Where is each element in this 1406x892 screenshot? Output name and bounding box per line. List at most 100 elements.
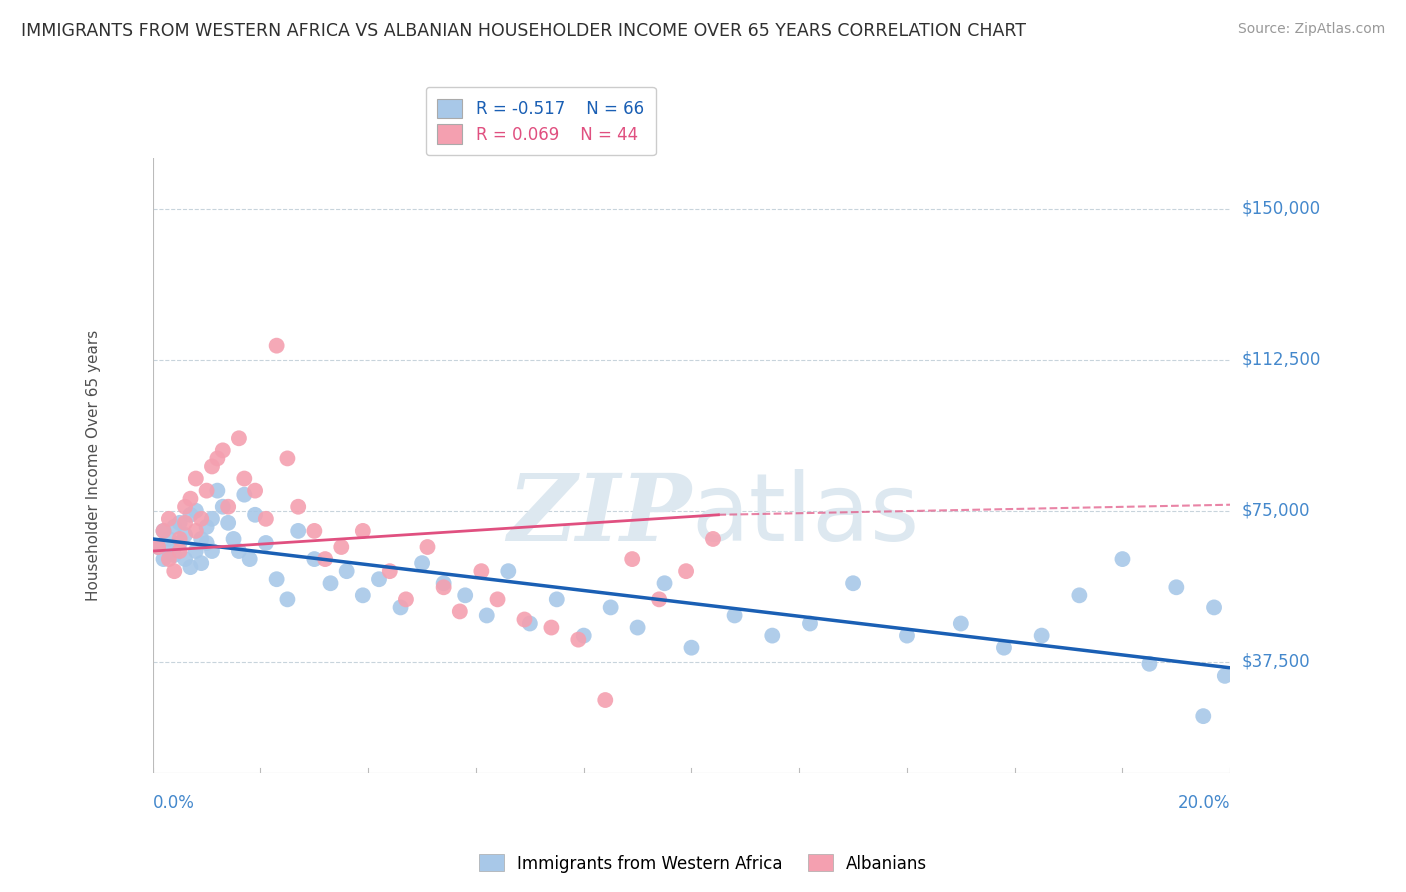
Point bbox=[389, 600, 412, 615]
Point bbox=[761, 629, 783, 643]
Point bbox=[157, 544, 180, 558]
Point bbox=[266, 339, 288, 353]
Point bbox=[184, 504, 207, 518]
Point bbox=[169, 516, 191, 530]
Point bbox=[1031, 629, 1053, 643]
Legend: R = -0.517    N = 66, R = 0.069    N = 44: R = -0.517 N = 66, R = 0.069 N = 44 bbox=[426, 87, 655, 155]
Point bbox=[799, 616, 821, 631]
Point bbox=[157, 512, 180, 526]
Point bbox=[395, 592, 418, 607]
Point bbox=[654, 576, 676, 591]
Point bbox=[1069, 588, 1091, 602]
Point bbox=[842, 576, 865, 591]
Point bbox=[1137, 657, 1160, 671]
Text: IMMIGRANTS FROM WESTERN AFRICA VS ALBANIAN HOUSEHOLDER INCOME OVER 65 YEARS CORR: IMMIGRANTS FROM WESTERN AFRICA VS ALBANI… bbox=[21, 22, 1026, 40]
Point bbox=[681, 640, 703, 655]
Point bbox=[368, 572, 391, 586]
Point bbox=[336, 564, 359, 578]
Point bbox=[266, 572, 288, 586]
Point bbox=[702, 532, 724, 546]
Point bbox=[174, 500, 197, 514]
Point bbox=[993, 640, 1015, 655]
Point bbox=[599, 600, 621, 615]
Text: $112,500: $112,500 bbox=[1241, 351, 1320, 368]
Point bbox=[287, 500, 309, 514]
Point bbox=[1166, 580, 1188, 594]
Point bbox=[593, 693, 616, 707]
Point bbox=[195, 520, 218, 534]
Point bbox=[411, 556, 433, 570]
Point bbox=[217, 500, 239, 514]
Text: atlas: atlas bbox=[692, 468, 920, 560]
Point bbox=[211, 443, 233, 458]
Point bbox=[454, 588, 477, 602]
Text: $75,000: $75,000 bbox=[1241, 502, 1310, 520]
Point bbox=[276, 592, 298, 607]
Text: $150,000: $150,000 bbox=[1241, 200, 1320, 218]
Point bbox=[540, 621, 562, 635]
Point bbox=[179, 560, 201, 574]
Point bbox=[190, 556, 212, 570]
Point bbox=[169, 544, 191, 558]
Point bbox=[352, 588, 374, 602]
Point bbox=[513, 612, 536, 626]
Point bbox=[648, 592, 671, 607]
Text: Source: ZipAtlas.com: Source: ZipAtlas.com bbox=[1237, 22, 1385, 37]
Point bbox=[184, 524, 207, 538]
Point bbox=[621, 552, 644, 566]
Point bbox=[352, 524, 374, 538]
Point bbox=[1202, 600, 1225, 615]
Point bbox=[201, 512, 224, 526]
Text: ZIP: ZIP bbox=[508, 469, 692, 559]
Point bbox=[228, 431, 250, 445]
Point bbox=[169, 532, 191, 546]
Point bbox=[239, 552, 262, 566]
Point bbox=[304, 552, 326, 566]
Point bbox=[228, 544, 250, 558]
Point bbox=[433, 576, 456, 591]
Point bbox=[233, 488, 256, 502]
Point bbox=[179, 508, 201, 522]
Point bbox=[626, 621, 648, 635]
Point bbox=[1111, 552, 1133, 566]
Point bbox=[152, 524, 174, 538]
Point bbox=[470, 564, 492, 578]
Point bbox=[896, 629, 918, 643]
Point bbox=[174, 516, 197, 530]
Point bbox=[319, 576, 342, 591]
Point bbox=[146, 540, 169, 554]
Point bbox=[233, 471, 256, 485]
Legend: Immigrants from Western Africa, Albanians: Immigrants from Western Africa, Albanian… bbox=[472, 847, 934, 880]
Point bbox=[449, 604, 471, 618]
Point bbox=[207, 451, 229, 466]
Point bbox=[222, 532, 245, 546]
Point bbox=[207, 483, 229, 498]
Point bbox=[498, 564, 520, 578]
Point bbox=[152, 552, 174, 566]
Point bbox=[184, 471, 207, 485]
Point bbox=[195, 536, 218, 550]
Point bbox=[190, 532, 212, 546]
Point bbox=[169, 536, 191, 550]
Point bbox=[174, 552, 197, 566]
Text: 20.0%: 20.0% bbox=[1178, 794, 1230, 812]
Point bbox=[201, 544, 224, 558]
Point bbox=[287, 524, 309, 538]
Point bbox=[314, 552, 336, 566]
Point bbox=[433, 580, 456, 594]
Point bbox=[195, 483, 218, 498]
Point bbox=[276, 451, 298, 466]
Point bbox=[217, 516, 239, 530]
Point bbox=[330, 540, 353, 554]
Point bbox=[416, 540, 439, 554]
Point bbox=[190, 512, 212, 526]
Point bbox=[723, 608, 745, 623]
Point bbox=[201, 459, 224, 474]
Point bbox=[184, 544, 207, 558]
Point bbox=[174, 528, 197, 542]
Point bbox=[949, 616, 972, 631]
Point bbox=[519, 616, 541, 631]
Point bbox=[675, 564, 697, 578]
Point bbox=[572, 629, 595, 643]
Point bbox=[254, 512, 277, 526]
